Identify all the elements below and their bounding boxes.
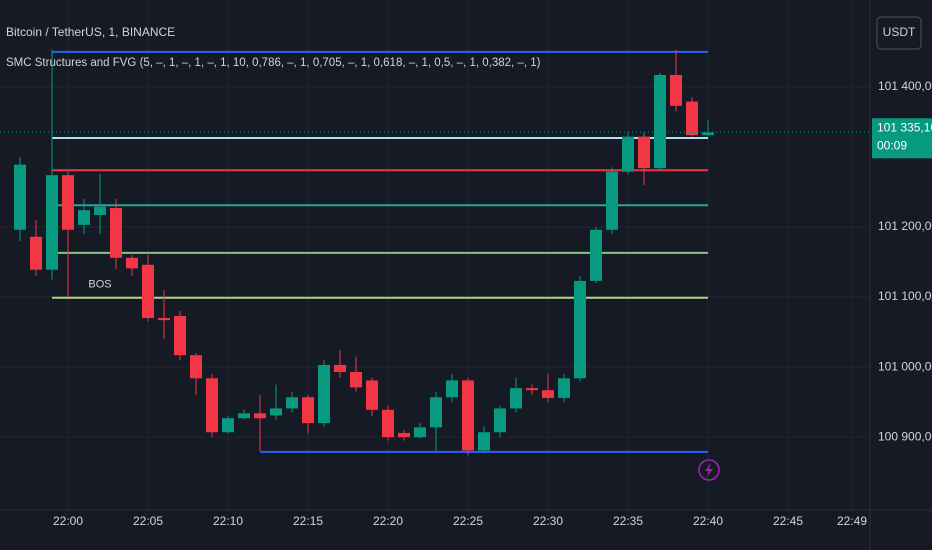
plot: BOS bbox=[0, 49, 870, 456]
candle-body bbox=[318, 364, 330, 424]
x-tick-label: 22:20 bbox=[373, 514, 403, 528]
candle-body bbox=[446, 380, 458, 398]
candle-body bbox=[334, 364, 346, 372]
alert-icon[interactable] bbox=[698, 459, 720, 481]
candle-body bbox=[350, 371, 362, 388]
candle-body bbox=[558, 378, 570, 398]
chart-title: Bitcoin / TetherUS, 1, BINANCE bbox=[6, 25, 175, 39]
indicator-title: SMC Structures and FVG (5, –, 1, –, 1, –… bbox=[6, 57, 541, 69]
candle-body bbox=[510, 388, 522, 409]
candle-body bbox=[78, 210, 90, 225]
candle-body bbox=[670, 74, 682, 106]
x-tick-label: 22:40 bbox=[693, 514, 723, 528]
candle-body bbox=[526, 388, 538, 391]
candle-body bbox=[654, 74, 666, 169]
currency-label: USDT bbox=[883, 25, 916, 39]
candle-body bbox=[638, 136, 650, 169]
candle-body bbox=[382, 409, 394, 438]
candle-body bbox=[622, 136, 634, 172]
last-price-tag bbox=[872, 118, 932, 159]
candle-body bbox=[190, 355, 202, 379]
candle-body bbox=[62, 175, 74, 230]
countdown-label: 00:09 bbox=[877, 138, 907, 152]
candle-body bbox=[702, 132, 714, 136]
candle-body bbox=[206, 378, 218, 433]
candle-body bbox=[686, 101, 698, 136]
candle-body bbox=[574, 280, 586, 379]
y-tick-label: 101 400,00 bbox=[878, 79, 932, 93]
candle-body bbox=[398, 432, 410, 438]
candle-body bbox=[254, 413, 266, 419]
x-tick-label: 22:00 bbox=[53, 514, 83, 528]
x-tick-label: 22:25 bbox=[453, 514, 483, 528]
candle-body bbox=[238, 413, 250, 419]
candle-body bbox=[414, 427, 426, 438]
y-tick-label: 101 100,00 bbox=[878, 289, 932, 303]
candle-body bbox=[222, 418, 234, 433]
candle-body bbox=[286, 397, 298, 409]
last-price-label: 101 335,16 bbox=[877, 120, 932, 134]
candle-body bbox=[462, 380, 474, 451]
candle-body bbox=[142, 264, 154, 319]
alert-circle bbox=[698, 459, 720, 481]
candle-body bbox=[46, 175, 58, 270]
y-tick-label: 101 200,00 bbox=[878, 219, 932, 233]
candle-body bbox=[270, 408, 282, 416]
x-tick-label: 22:10 bbox=[213, 514, 243, 528]
candle-body bbox=[126, 257, 138, 269]
candle-body bbox=[14, 164, 26, 230]
x-tick-label: 22:30 bbox=[533, 514, 563, 528]
x-tick-label: 22:05 bbox=[133, 514, 163, 528]
x-tick-label: 22:49 bbox=[837, 514, 867, 528]
x-tick-label: 22:15 bbox=[293, 514, 323, 528]
candle-body bbox=[606, 171, 618, 230]
candle-body bbox=[30, 236, 42, 270]
candle-body bbox=[542, 390, 554, 398]
candle-body bbox=[302, 397, 314, 424]
alert-bolt bbox=[705, 463, 713, 477]
candle-body bbox=[174, 315, 186, 356]
candle-body bbox=[94, 206, 106, 216]
candle-body bbox=[478, 432, 490, 451]
x-tick-label: 22:45 bbox=[773, 514, 803, 528]
candle-body bbox=[158, 318, 170, 321]
level-label: BOS bbox=[88, 279, 111, 291]
candle-body bbox=[590, 229, 602, 281]
currency-button[interactable] bbox=[876, 16, 922, 50]
y-tick-label: 100 900,00 bbox=[878, 429, 932, 443]
y-tick-label: 101 000,00 bbox=[878, 359, 932, 373]
candle-body bbox=[430, 397, 442, 428]
candle-body bbox=[366, 380, 378, 410]
candle-body bbox=[494, 408, 506, 433]
candle-body bbox=[110, 208, 122, 258]
x-tick-label: 22:35 bbox=[613, 514, 643, 528]
